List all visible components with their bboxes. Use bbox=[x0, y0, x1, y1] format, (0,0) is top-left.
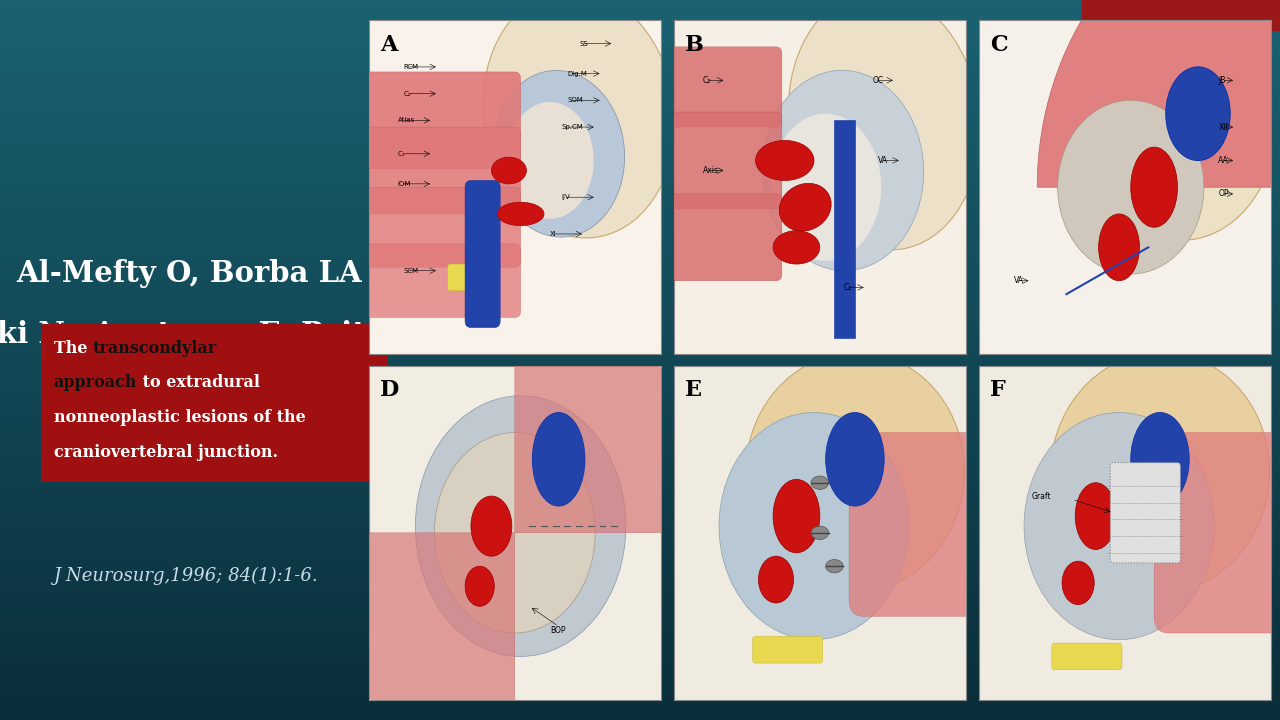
FancyBboxPatch shape bbox=[753, 636, 823, 663]
Text: Al-Mefty O, Borba LA: Al-Mefty O, Borba LA bbox=[17, 259, 362, 288]
Ellipse shape bbox=[812, 526, 828, 539]
FancyBboxPatch shape bbox=[1110, 463, 1180, 563]
FancyBboxPatch shape bbox=[41, 324, 387, 482]
Text: AA: AA bbox=[1219, 156, 1229, 165]
Text: Dig.M: Dig.M bbox=[567, 71, 588, 76]
Ellipse shape bbox=[1130, 413, 1189, 506]
Ellipse shape bbox=[1075, 482, 1116, 549]
Ellipse shape bbox=[483, 0, 675, 238]
Bar bbox=[835, 120, 855, 338]
Ellipse shape bbox=[1078, 0, 1277, 240]
Text: J Neurosurg,1996; 84(1):1-6.: J Neurosurg,1996; 84(1):1-6. bbox=[54, 567, 317, 585]
Ellipse shape bbox=[780, 184, 831, 231]
Text: A: A bbox=[380, 34, 398, 55]
Ellipse shape bbox=[1051, 352, 1270, 593]
Ellipse shape bbox=[745, 352, 964, 593]
Text: to extradural: to extradural bbox=[137, 374, 260, 392]
Ellipse shape bbox=[719, 413, 909, 639]
Ellipse shape bbox=[773, 480, 820, 553]
Text: OP: OP bbox=[1219, 189, 1229, 199]
Text: craniovertebral junction.: craniovertebral junction. bbox=[54, 444, 278, 461]
Wedge shape bbox=[515, 299, 719, 533]
FancyBboxPatch shape bbox=[348, 187, 521, 267]
Ellipse shape bbox=[1098, 214, 1139, 281]
Text: JB: JB bbox=[1219, 76, 1226, 85]
Ellipse shape bbox=[497, 202, 544, 225]
Ellipse shape bbox=[532, 413, 585, 506]
FancyBboxPatch shape bbox=[348, 127, 521, 214]
Text: E: E bbox=[685, 379, 703, 401]
FancyBboxPatch shape bbox=[653, 47, 782, 127]
FancyBboxPatch shape bbox=[1052, 643, 1123, 670]
Text: nonneoplastic lesions of the: nonneoplastic lesions of the bbox=[54, 409, 306, 426]
Ellipse shape bbox=[1130, 147, 1178, 228]
Ellipse shape bbox=[492, 157, 526, 184]
Bar bbox=[1082, 0, 1280, 30]
Text: SCM: SCM bbox=[403, 268, 419, 274]
Text: IOM: IOM bbox=[398, 181, 411, 187]
FancyBboxPatch shape bbox=[653, 112, 782, 209]
Text: OC: OC bbox=[873, 76, 883, 85]
Text: Graft: Graft bbox=[1032, 492, 1051, 501]
Ellipse shape bbox=[506, 102, 594, 219]
FancyBboxPatch shape bbox=[448, 264, 497, 291]
Text: C₂: C₂ bbox=[403, 91, 411, 96]
Wedge shape bbox=[1037, 0, 1280, 187]
Ellipse shape bbox=[763, 71, 924, 271]
Text: C₁: C₁ bbox=[398, 150, 406, 157]
Ellipse shape bbox=[493, 71, 625, 237]
Ellipse shape bbox=[826, 559, 844, 573]
Ellipse shape bbox=[471, 496, 512, 556]
Ellipse shape bbox=[1062, 561, 1094, 605]
Text: XII: XII bbox=[1219, 122, 1229, 132]
FancyBboxPatch shape bbox=[653, 194, 782, 281]
FancyBboxPatch shape bbox=[1155, 433, 1280, 633]
Ellipse shape bbox=[434, 433, 595, 633]
Text: XI: XI bbox=[550, 231, 557, 237]
Wedge shape bbox=[310, 533, 515, 720]
FancyBboxPatch shape bbox=[849, 433, 989, 616]
Text: C: C bbox=[991, 34, 1009, 55]
Text: SOM: SOM bbox=[567, 97, 584, 104]
Text: VA: VA bbox=[1014, 276, 1024, 285]
Text: C₂: C₂ bbox=[703, 76, 712, 85]
Text: B: B bbox=[685, 34, 704, 55]
Text: Atlas: Atlas bbox=[398, 117, 415, 123]
Ellipse shape bbox=[755, 140, 814, 181]
Text: Sp.CM: Sp.CM bbox=[562, 124, 584, 130]
Ellipse shape bbox=[788, 0, 980, 250]
Ellipse shape bbox=[1024, 413, 1213, 639]
Text: The: The bbox=[54, 340, 93, 357]
Text: F: F bbox=[991, 379, 1006, 401]
Text: transcondylar: transcondylar bbox=[92, 340, 216, 357]
Text: approach: approach bbox=[54, 374, 137, 392]
Text: SS: SS bbox=[579, 40, 588, 47]
Text: D: D bbox=[380, 379, 399, 401]
FancyBboxPatch shape bbox=[465, 181, 500, 328]
Text: VA: VA bbox=[878, 156, 888, 165]
Ellipse shape bbox=[773, 230, 820, 264]
Ellipse shape bbox=[416, 396, 626, 657]
Ellipse shape bbox=[771, 114, 881, 261]
Text: C₂: C₂ bbox=[844, 283, 851, 292]
Text: RCM: RCM bbox=[403, 64, 419, 70]
FancyBboxPatch shape bbox=[348, 244, 521, 318]
Text: Axis: Axis bbox=[703, 166, 719, 175]
Ellipse shape bbox=[826, 413, 884, 506]
Ellipse shape bbox=[812, 476, 828, 490]
Ellipse shape bbox=[1166, 67, 1230, 161]
FancyBboxPatch shape bbox=[348, 72, 521, 168]
Text: BOP: BOP bbox=[550, 626, 566, 635]
Ellipse shape bbox=[1057, 100, 1203, 274]
Ellipse shape bbox=[465, 566, 494, 606]
Text: Aoki N,  Angtuaco E, Pait TG: Aoki N, Angtuaco E, Pait TG bbox=[0, 320, 424, 349]
Text: IJV: IJV bbox=[562, 194, 571, 200]
Ellipse shape bbox=[759, 556, 794, 603]
